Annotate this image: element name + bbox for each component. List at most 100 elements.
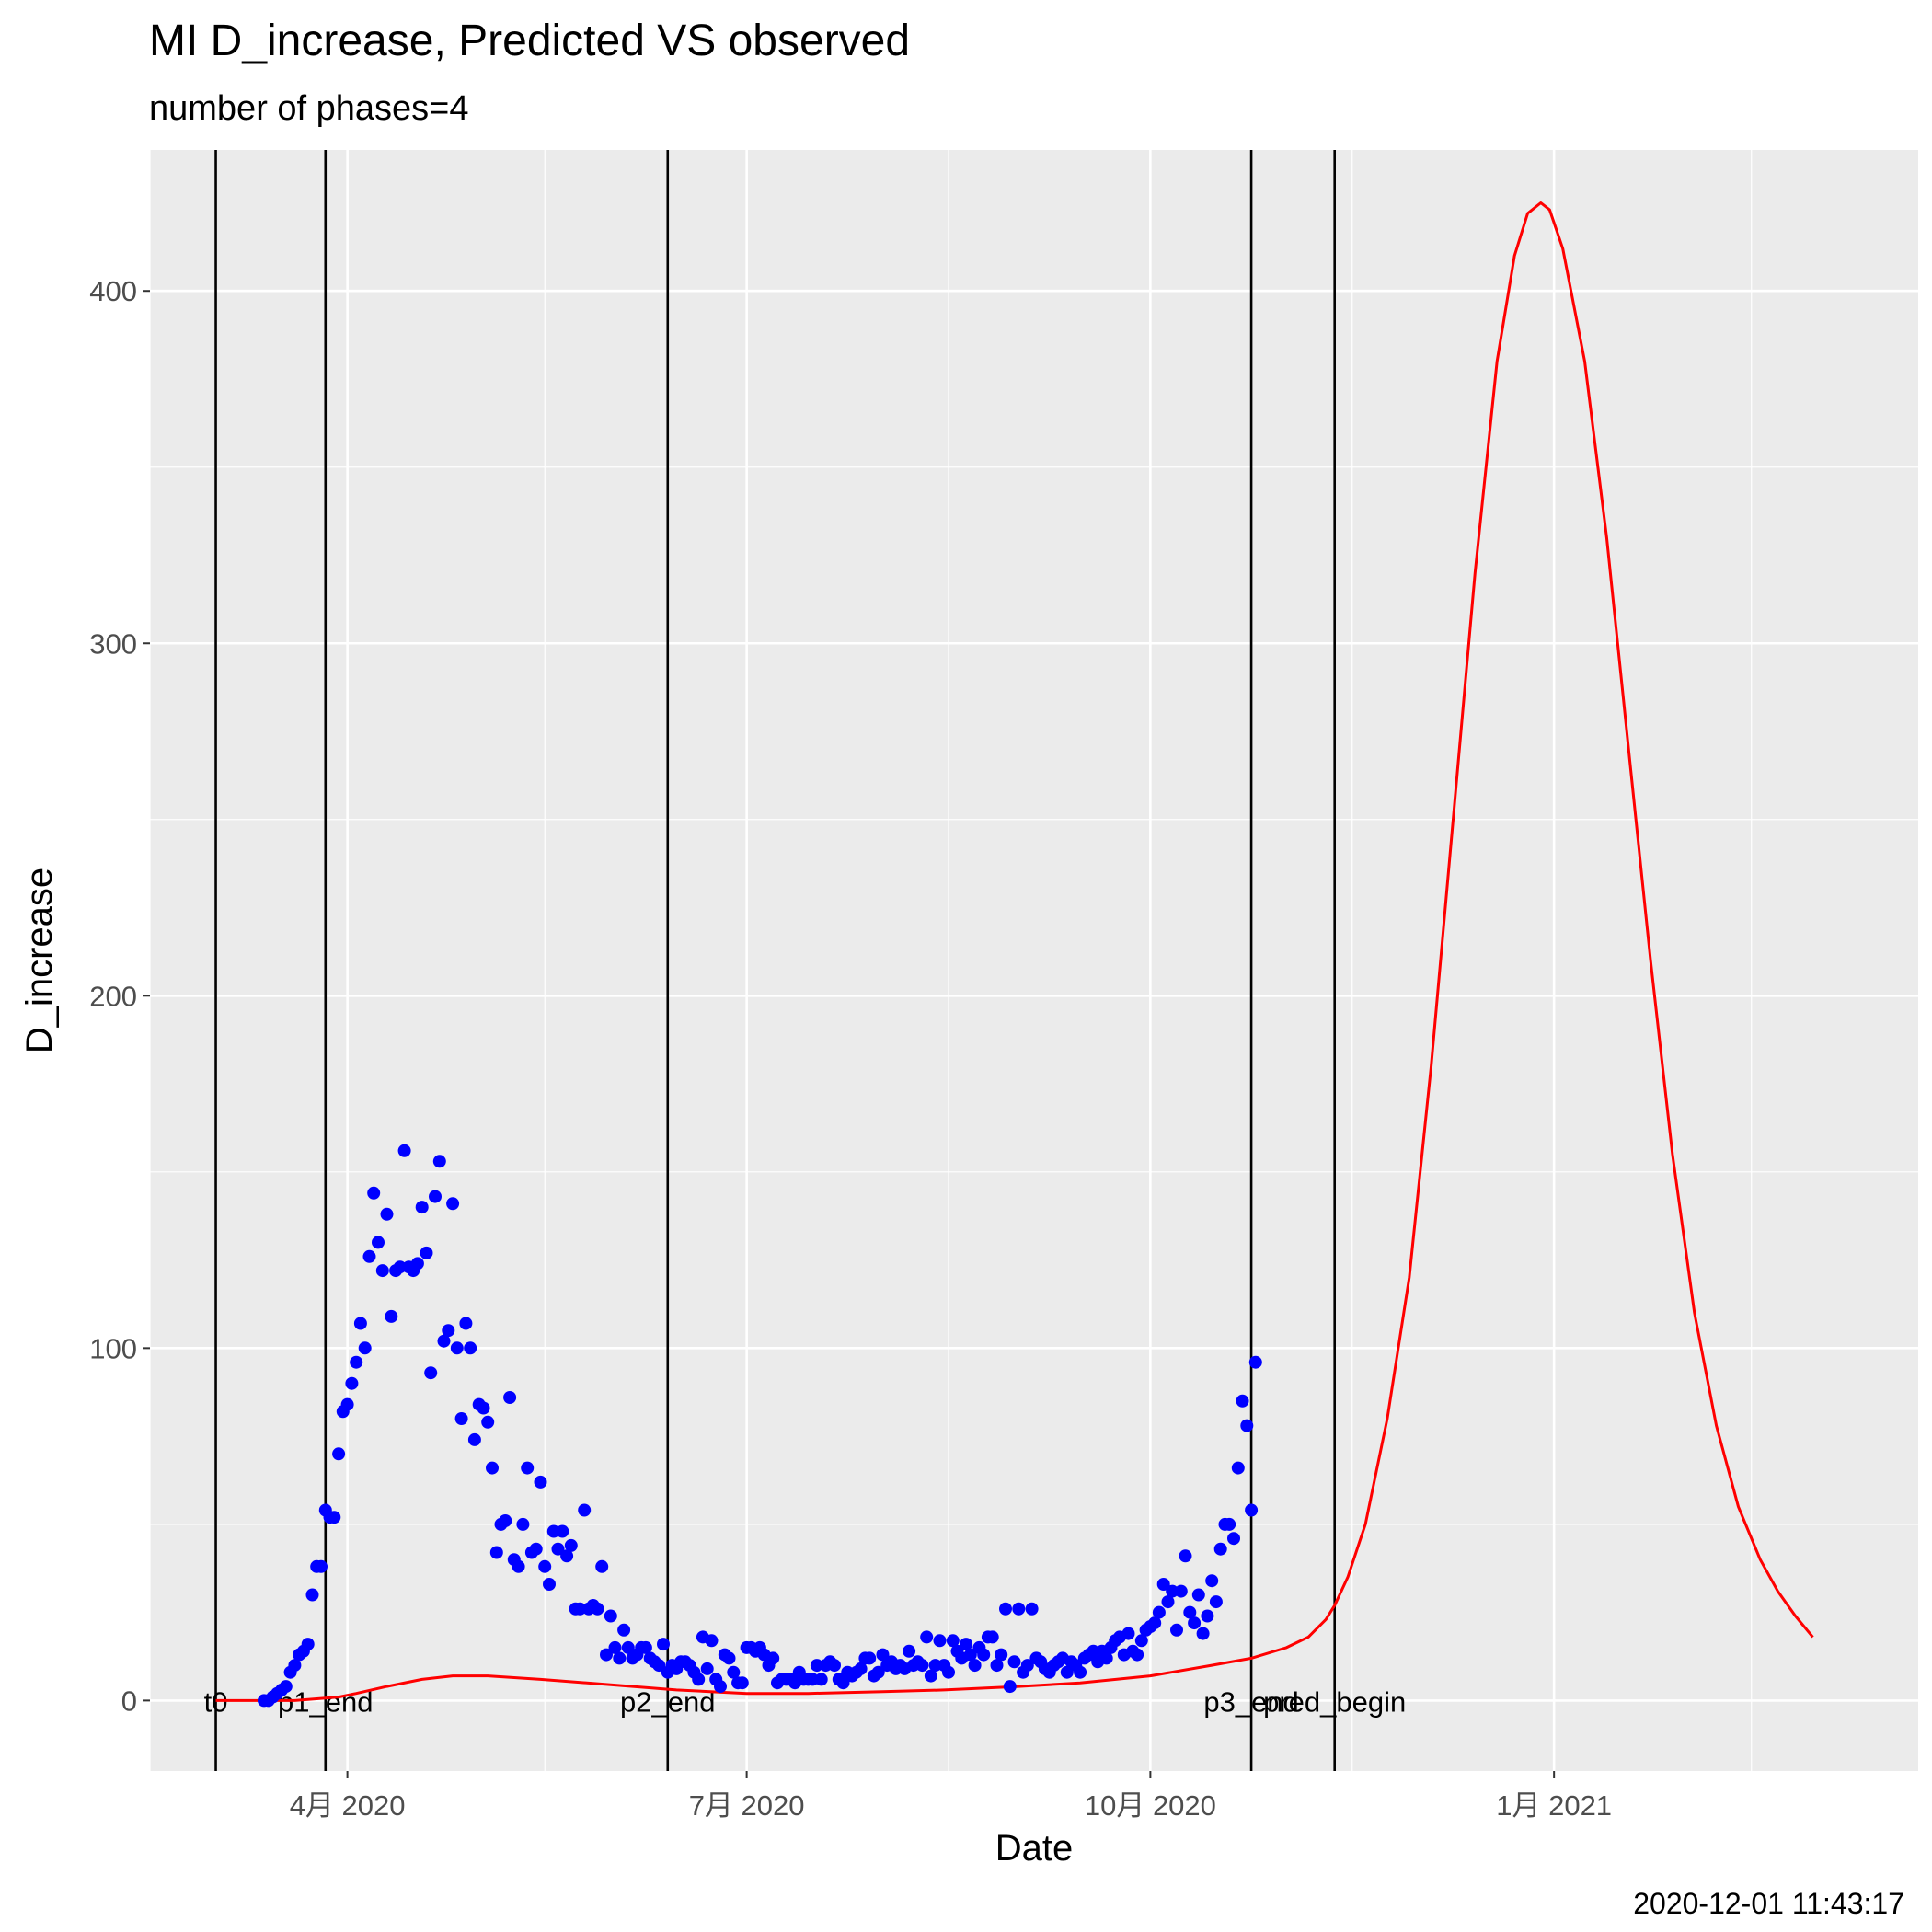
observed-point [1201, 1609, 1214, 1623]
observed-point [638, 1640, 652, 1654]
observed-point [442, 1324, 455, 1338]
series [215, 201, 1814, 1708]
observed-point [393, 1260, 407, 1274]
phase-line-label: p3_end [1203, 1685, 1298, 1718]
observed-point [1179, 1549, 1192, 1563]
observed-point [328, 1511, 341, 1524]
observed-point [692, 1673, 706, 1686]
axes: 0 100 200 300 400 4月 2020 7月 2020 10月 2020 1月 20… [89, 275, 1612, 1822]
observed-point [385, 1309, 398, 1323]
observed-point [968, 1659, 982, 1673]
y-tick-label: 400 [89, 275, 137, 307]
observed-point [424, 1366, 438, 1380]
observed-point [1074, 1665, 1087, 1679]
observed-point [933, 1634, 947, 1648]
observed-point [397, 1144, 411, 1157]
observed-point [315, 1559, 328, 1573]
observed-point [1240, 1419, 1254, 1432]
observed-point [863, 1651, 877, 1665]
observed-point [1099, 1651, 1113, 1665]
observed-point [534, 1475, 547, 1489]
chart-subtitle: number of phases=4 [149, 89, 469, 128]
observed-point [1007, 1655, 1021, 1669]
observed-point [538, 1559, 552, 1573]
observed-point [1223, 1517, 1236, 1531]
observed-point [621, 1640, 635, 1654]
observed-point [477, 1401, 490, 1415]
observed-point [464, 1341, 477, 1355]
observed-point [1156, 1578, 1170, 1591]
observed-point [415, 1201, 429, 1214]
observed-point [1209, 1595, 1223, 1609]
observed-point [345, 1376, 359, 1390]
observed-point [420, 1246, 433, 1259]
observed-point [489, 1546, 503, 1559]
observed-point [960, 1638, 973, 1651]
observed-point [301, 1638, 315, 1651]
observed-point [995, 1648, 1008, 1662]
observed-point [604, 1609, 617, 1623]
observed-point [353, 1317, 367, 1330]
predicted-line [215, 201, 1814, 1702]
observed-point [595, 1559, 609, 1573]
observed-point [1191, 1588, 1205, 1602]
observed-point [432, 1155, 446, 1168]
observed-point [836, 1676, 850, 1690]
observed-point [714, 1680, 727, 1694]
observed-point [1227, 1532, 1240, 1546]
observed-point [551, 1542, 565, 1556]
observed-point [332, 1447, 346, 1461]
observed-point [915, 1659, 929, 1673]
observed-point [1213, 1542, 1227, 1556]
observed-point [1152, 1605, 1166, 1619]
observed-point [459, 1317, 473, 1330]
observed-point [1231, 1461, 1245, 1475]
observed-point [977, 1648, 991, 1662]
observed-point [608, 1640, 622, 1654]
chart-title: MI D_increase, Predicted VS observed [149, 17, 910, 65]
x-tick-label: 10月 2020 [1085, 1789, 1216, 1822]
observed-point [1183, 1605, 1197, 1619]
x-tick-label: 1月 2021 [1496, 1789, 1612, 1822]
observed-point [727, 1665, 741, 1679]
observed-point [560, 1549, 574, 1563]
observed-point [486, 1461, 499, 1475]
observed-point [1020, 1659, 1034, 1673]
observed-point [990, 1659, 1004, 1673]
observed-point [556, 1524, 569, 1538]
x-tick-label: 4月 2020 [290, 1789, 406, 1822]
plot-panel [150, 150, 1918, 1771]
observed-point [358, 1341, 372, 1355]
observed-point [1170, 1623, 1183, 1637]
y-axis-title: D_increase [19, 868, 60, 1053]
observed-point [543, 1578, 556, 1591]
observed-point [529, 1542, 543, 1556]
observed-point [1245, 1503, 1259, 1517]
observed-point [1161, 1595, 1175, 1609]
observed-point [503, 1391, 517, 1404]
observed-point [372, 1236, 385, 1249]
observed-point [617, 1623, 631, 1637]
observed-point [410, 1257, 424, 1271]
observed-point [380, 1207, 394, 1221]
observed-point [766, 1651, 780, 1665]
gridlines [149, 150, 1918, 1771]
observed-point [652, 1659, 666, 1673]
observed-point [437, 1334, 451, 1348]
observed-point [1134, 1634, 1148, 1648]
y-tick-label: 300 [89, 627, 137, 660]
observed-point [942, 1665, 955, 1679]
observed-point [340, 1397, 354, 1411]
observed-point [1060, 1665, 1074, 1679]
observed-point [1025, 1602, 1039, 1616]
observed-point [1248, 1355, 1262, 1369]
y-tick-label: 100 [89, 1332, 137, 1364]
observed-point [578, 1503, 592, 1517]
observed-point [657, 1638, 670, 1651]
observed-point [1196, 1627, 1210, 1640]
observed-point [705, 1634, 719, 1648]
observed-point [722, 1651, 736, 1665]
observed-point [1188, 1616, 1202, 1630]
